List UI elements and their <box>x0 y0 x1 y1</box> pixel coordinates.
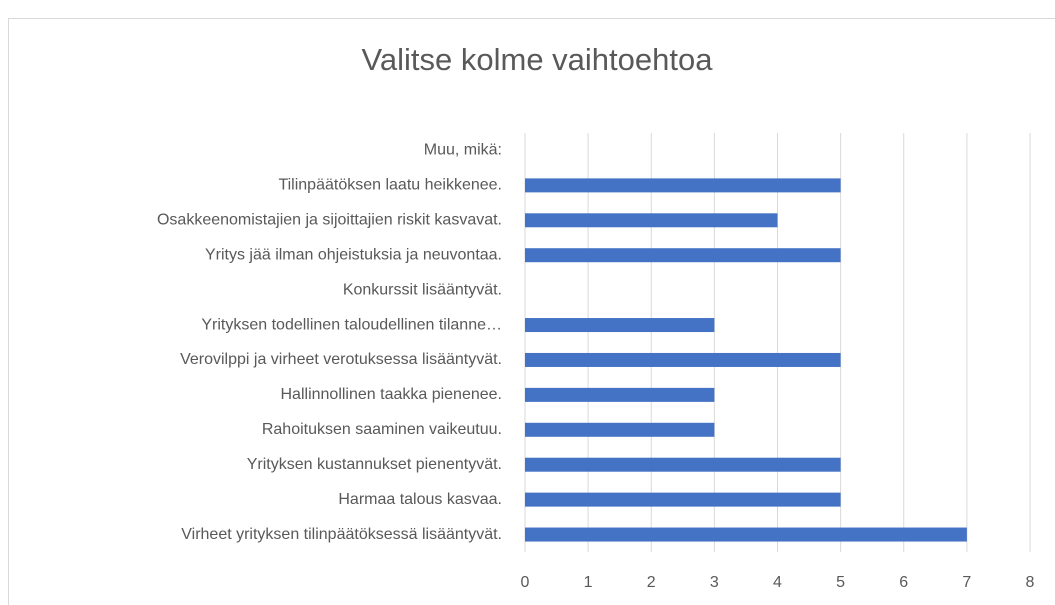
x-tick-label: 5 <box>836 574 845 591</box>
chart-title: Valitse kolme vaihtoehtoa <box>362 42 714 77</box>
y-tick-label: Harmaa talous kasvaa. <box>338 491 502 508</box>
bar <box>525 318 715 333</box>
y-tick-label: Yrityksen todellinen taloudellinen tilan… <box>201 316 502 333</box>
y-tick-label: Yrityksen kustannukset pienentyvät. <box>247 456 502 473</box>
chart-border <box>8 18 1055 605</box>
x-tick-label: 2 <box>647 574 656 591</box>
y-tick-label: Verovilppi ja virheet verotuksessa lisää… <box>180 351 502 368</box>
y-tick-label: Virheet yrityksen tilinpäätöksessä lisää… <box>181 526 502 543</box>
x-tick-label: 0 <box>521 574 530 591</box>
bar <box>525 248 841 263</box>
x-tick-label: 7 <box>962 574 971 591</box>
y-tick-label: Yritys jää ilman ohjeistuksia ja neuvont… <box>205 246 502 263</box>
bar <box>525 457 841 472</box>
x-tick-label: 4 <box>773 574 782 591</box>
y-tick-label: Konkurssit lisääntyvät. <box>343 281 502 298</box>
bar <box>525 178 841 193</box>
bar <box>525 422 715 437</box>
x-tick-label: 8 <box>1026 574 1035 591</box>
bar <box>525 213 778 228</box>
bar <box>525 492 841 507</box>
y-tick-label: Osakkeenomistajien ja sijoittajien riski… <box>157 212 502 229</box>
bar <box>525 387 715 402</box>
x-tick-label: 6 <box>899 574 908 591</box>
x-tick-label: 1 <box>584 574 593 591</box>
y-tick-label: Hallinnollinen taakka pienenee. <box>281 386 503 403</box>
y-tick-label: Tilinpäätöksen laatu heikkenee. <box>278 177 502 194</box>
y-tick-label: Muu, mikä: <box>424 142 502 159</box>
bar <box>525 527 967 542</box>
y-tick-label: Rahoituksen saaminen vaikeutuu. <box>262 421 502 438</box>
bar <box>525 352 841 367</box>
x-tick-label: 3 <box>710 574 719 591</box>
